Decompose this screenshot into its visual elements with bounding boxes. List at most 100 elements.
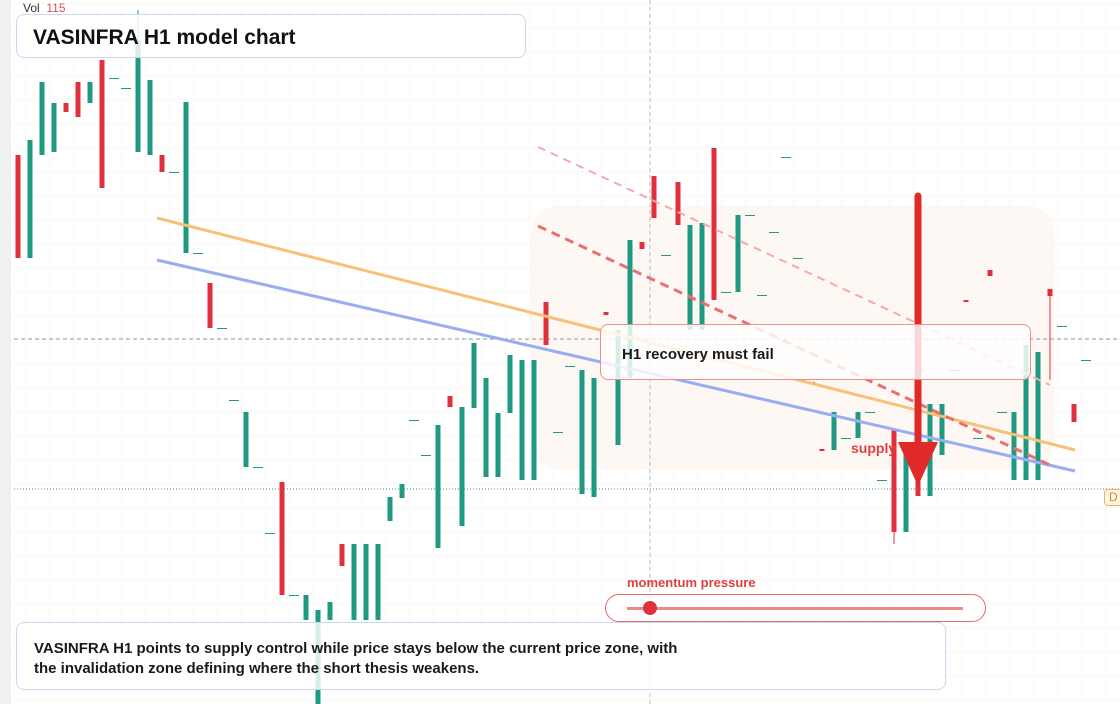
candle-body — [831, 412, 837, 450]
candle-body — [99, 60, 105, 188]
candle-body — [279, 482, 285, 595]
slider-knob — [643, 601, 657, 615]
candle-body — [579, 370, 585, 494]
slider-label: momentum pressure — [627, 575, 756, 590]
candle-body — [435, 425, 441, 548]
candle-body — [603, 312, 609, 315]
candle-body — [39, 82, 45, 155]
candle-body — [351, 544, 357, 620]
candle-body — [1081, 360, 1091, 361]
candle-body — [1023, 345, 1029, 480]
description: VASINFRA H1 points to supply control whi… — [34, 640, 678, 677]
candle-body — [207, 283, 213, 328]
candle-body — [471, 343, 477, 408]
trendline — [537, 146, 1051, 386]
candle-body — [565, 366, 575, 367]
candle-body — [217, 328, 227, 329]
candle-body — [387, 497, 393, 521]
candle-body — [507, 355, 513, 413]
candle-body — [735, 215, 741, 292]
candle-body — [819, 449, 825, 451]
candle-body — [591, 378, 597, 497]
vol-label-text: Vol — [23, 1, 40, 15]
candle-body — [339, 544, 345, 566]
candle-body — [303, 595, 309, 620]
candle-body — [159, 155, 165, 172]
zone-label: supply — [851, 440, 897, 456]
candle-body — [253, 467, 263, 468]
candle-body — [903, 442, 909, 532]
candle-body — [711, 148, 717, 300]
candle-body — [87, 82, 93, 103]
candle-body — [891, 430, 897, 532]
candle-body — [841, 438, 851, 439]
candle-body — [1047, 289, 1053, 296]
candle-body — [543, 302, 549, 345]
candle-body — [363, 544, 369, 620]
candle-body — [531, 360, 537, 480]
trendline — [537, 224, 1051, 467]
candle-body — [1057, 326, 1067, 327]
candle-body — [193, 253, 203, 254]
candle-body — [447, 396, 453, 407]
candle-body — [495, 413, 501, 477]
candle-body — [721, 292, 731, 293]
candle-body — [51, 103, 57, 152]
title-box: VASINFRA H1 model chart — [16, 14, 526, 58]
candle-body — [1011, 412, 1017, 480]
candle-body — [265, 533, 275, 534]
description-box: VASINFRA H1 points to supply control whi… — [16, 622, 946, 690]
candle-body — [399, 484, 405, 498]
candle-body — [769, 232, 779, 233]
candle-body — [169, 172, 179, 173]
candle-body — [63, 103, 69, 112]
annotation: H1 recovery must fail — [622, 346, 774, 363]
candle-body — [289, 595, 299, 596]
candle-body — [183, 102, 189, 253]
candle-body — [963, 300, 969, 302]
candle-body — [421, 455, 431, 456]
candle-body — [75, 82, 81, 117]
slider — [605, 594, 986, 622]
candle-body — [865, 412, 875, 413]
candle-body — [757, 295, 767, 296]
candle-body — [553, 432, 563, 433]
candle-body — [987, 270, 993, 276]
candle-body — [699, 223, 705, 330]
candle-body — [745, 215, 755, 216]
candle-body — [519, 360, 525, 480]
candle-body — [409, 420, 419, 421]
candle-body — [1035, 352, 1041, 480]
vol-value: 115 — [46, 1, 66, 15]
candle-body — [855, 412, 861, 438]
candle-body — [27, 140, 33, 258]
candle-body — [651, 176, 657, 218]
candle-body — [229, 400, 239, 401]
left-edge — [0, 0, 11, 704]
candle-body — [15, 155, 21, 258]
edge-tag: D — [1104, 489, 1120, 506]
candle-body — [781, 157, 791, 158]
candle-body — [997, 412, 1007, 413]
candle-body — [483, 378, 489, 477]
candle-body — [639, 242, 645, 249]
vol-label: Vol 115 — [23, 1, 66, 15]
arrow-head — [898, 442, 938, 486]
candle-body — [459, 407, 465, 526]
candle-body — [121, 88, 131, 89]
candle-body — [243, 412, 249, 467]
candle-body — [793, 258, 803, 259]
annotation-box: H1 recovery must fail — [600, 324, 1031, 380]
candle-body — [627, 240, 633, 378]
candle-body — [135, 40, 141, 152]
candle-body — [877, 480, 887, 481]
candle-body — [661, 255, 671, 256]
slider-track — [627, 607, 963, 610]
candle-body — [615, 330, 621, 445]
candle-body — [109, 78, 119, 79]
candle-body — [973, 438, 983, 439]
candle-body — [687, 225, 693, 330]
candle-body — [939, 404, 945, 455]
chart-title: VASINFRA H1 model chart — [33, 26, 296, 49]
